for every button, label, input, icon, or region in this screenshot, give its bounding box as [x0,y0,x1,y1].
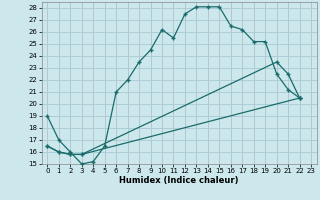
X-axis label: Humidex (Indice chaleur): Humidex (Indice chaleur) [119,176,239,185]
